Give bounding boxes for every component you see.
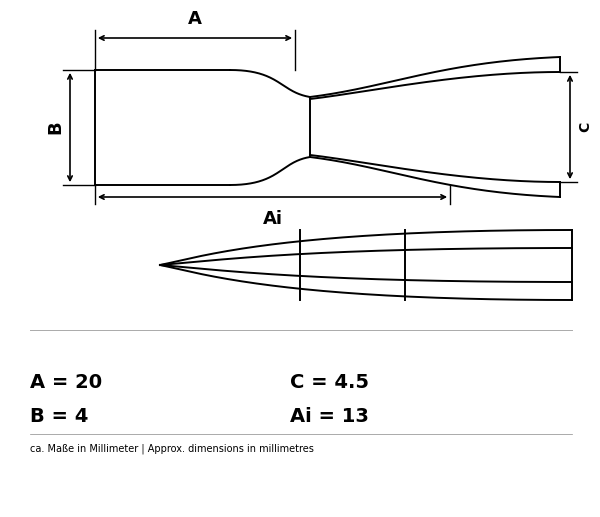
Text: A = 20: A = 20: [30, 373, 102, 391]
Text: Ai = 13: Ai = 13: [290, 407, 369, 427]
Text: C = 4.5: C = 4.5: [290, 373, 369, 391]
Text: A: A: [188, 10, 202, 28]
Text: B = 4: B = 4: [30, 407, 88, 427]
Text: B: B: [46, 120, 64, 134]
Text: Ai: Ai: [263, 210, 283, 228]
Text: ca. Maße in Millimeter | Approx. dimensions in millimetres: ca. Maße in Millimeter | Approx. dimensi…: [30, 444, 314, 454]
Text: C: C: [578, 122, 592, 132]
